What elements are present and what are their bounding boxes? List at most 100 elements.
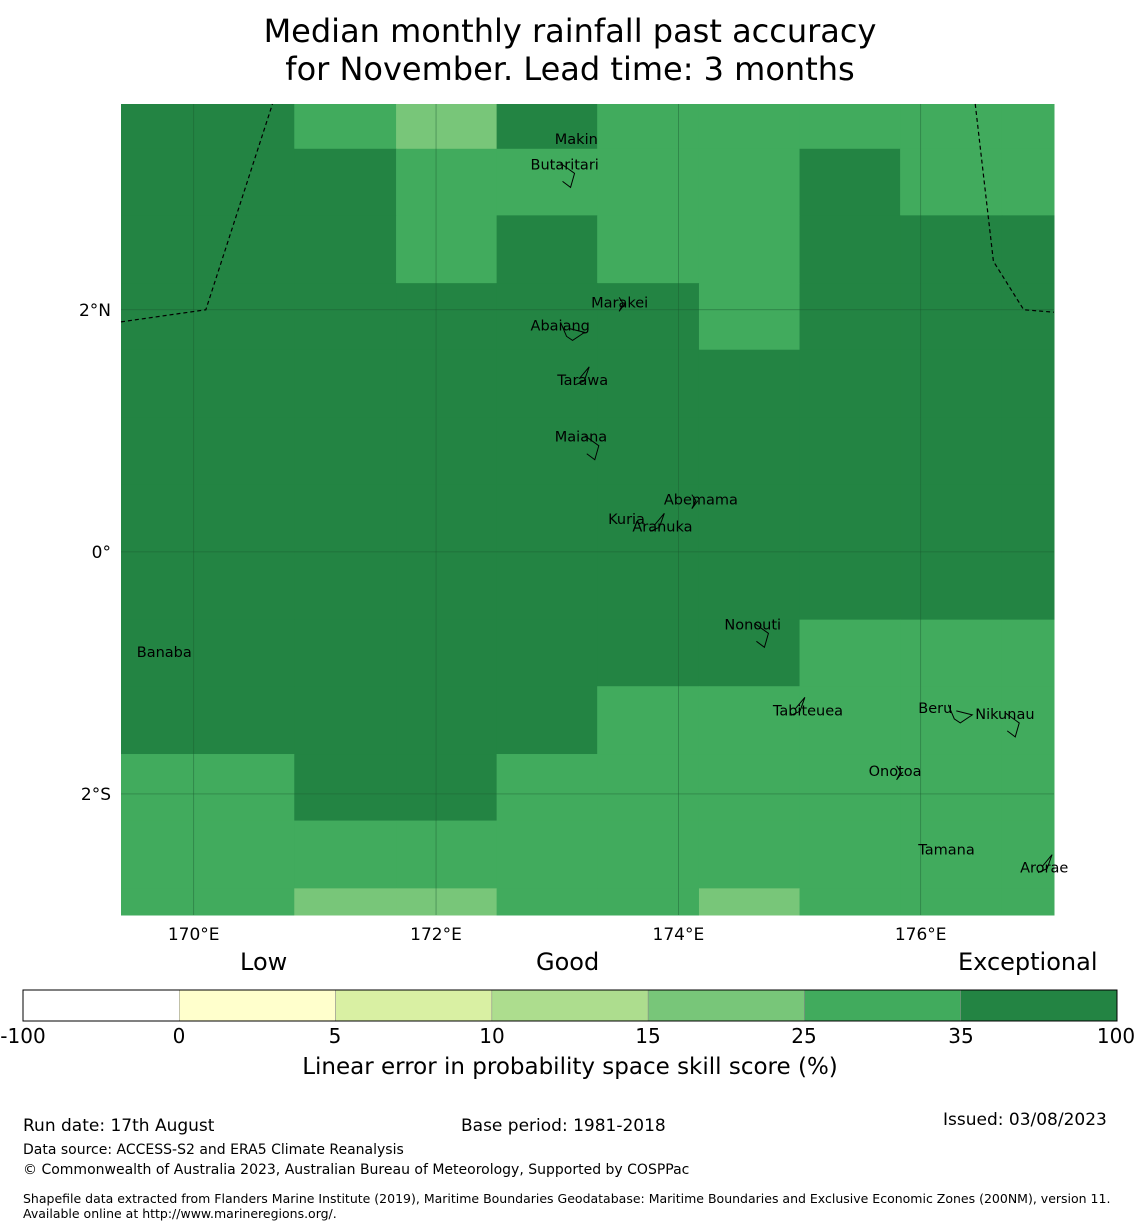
skill-cell	[900, 484, 1003, 553]
skill-cell	[597, 484, 700, 553]
skill-cell	[121, 104, 295, 150]
copyright: © Commonwealth of Australia 2023, Austra…	[23, 1162, 690, 1178]
colorbar-tick: -100	[0, 1024, 46, 1048]
skill-cell	[698, 888, 801, 916]
skill-cell	[1001, 417, 1055, 485]
skill-cell	[698, 148, 801, 216]
skill-cell	[698, 283, 801, 351]
colorbar-segment	[335, 989, 493, 1022]
skill-cell	[496, 820, 598, 889]
skill-cell	[396, 104, 498, 150]
island-outline	[1004, 712, 1020, 738]
colorbar-segment	[179, 989, 336, 1022]
skill-cell	[294, 148, 397, 216]
skill-cell	[1001, 349, 1055, 419]
island-outline	[584, 435, 600, 461]
lat-tick-label: 2°N	[79, 301, 111, 321]
skill-cell	[396, 888, 498, 916]
skill-cell	[294, 820, 397, 889]
category-good: Good	[536, 948, 600, 976]
lon-tick-label: 174°E	[653, 925, 705, 945]
skill-cell	[597, 104, 700, 150]
skill-cell	[294, 754, 397, 822]
skill-cell	[597, 551, 700, 621]
skill-cell	[597, 754, 700, 822]
skill-cell	[799, 417, 901, 485]
skill-cell	[900, 148, 1003, 216]
skill-cell	[900, 888, 1003, 916]
place-label: Marakei	[591, 295, 648, 311]
skill-cell	[900, 619, 1003, 687]
lat-tick-label: 2°S	[81, 785, 111, 805]
skill-cell	[496, 215, 598, 284]
colorbar-segment	[491, 989, 649, 1022]
skill-cell	[1001, 104, 1055, 150]
place-label: Tamana	[917, 842, 974, 858]
skill-cell	[799, 484, 901, 553]
skill-cell	[396, 754, 498, 822]
lon-tick-label: 176°E	[895, 925, 947, 945]
skill-cell	[396, 686, 498, 755]
skill-cell	[698, 551, 801, 621]
skill-cell	[294, 551, 397, 621]
skill-cell	[396, 619, 498, 687]
place-label: Tarawa	[556, 373, 608, 389]
skill-cell	[900, 104, 1003, 150]
island-outline	[618, 297, 626, 312]
skill-cell	[496, 417, 598, 485]
place-label: Kuria	[608, 512, 645, 528]
skill-cell	[1001, 484, 1055, 553]
skill-cell	[396, 148, 498, 216]
colorbar-segment	[960, 989, 1118, 1022]
data-source: Data source: ACCESS-S2 and ERA5 Climate …	[23, 1142, 404, 1158]
skill-cell	[121, 283, 295, 351]
skill-cell	[698, 215, 801, 284]
skill-cell	[121, 754, 295, 822]
eez-boundary-line	[120, 103, 274, 323]
skill-cell	[496, 349, 598, 419]
skill-cell	[396, 215, 498, 284]
skill-cell	[294, 283, 397, 351]
lat-tick-label: 0°	[92, 543, 111, 563]
skill-cell	[396, 551, 498, 621]
skill-cell	[698, 754, 801, 822]
skill-cell	[799, 349, 901, 419]
island-outline	[575, 366, 590, 386]
colorbar-tick: 100	[1096, 1024, 1136, 1048]
place-label: Butaritari	[531, 157, 599, 173]
skill-cell	[496, 148, 598, 216]
skill-cell	[900, 417, 1003, 485]
skill-cell	[496, 551, 598, 621]
skill-cell	[121, 349, 295, 419]
skill-cell	[799, 148, 901, 216]
skill-cell	[294, 215, 397, 284]
skill-cell	[121, 551, 295, 621]
category-exceptional: Exceptional	[958, 948, 1098, 976]
colorbar-segment	[22, 989, 180, 1022]
island-outline	[947, 704, 974, 724]
skill-cell	[396, 283, 498, 351]
skill-cell	[799, 686, 901, 755]
skill-cell	[121, 820, 295, 889]
skill-cell	[496, 619, 598, 687]
lon-tick-label: 170°E	[168, 925, 220, 945]
place-label: Aranuka	[632, 519, 692, 535]
skill-cell	[799, 619, 901, 687]
place-label: Onotoa	[869, 764, 922, 780]
lon-tick-label: 172°E	[410, 925, 462, 945]
place-label: Maiana	[555, 430, 607, 446]
skill-cell	[597, 283, 700, 351]
skill-cell	[597, 215, 700, 284]
skill-cell	[396, 417, 498, 485]
skill-cell	[496, 754, 598, 822]
base-period: Base period: 1981-2018	[461, 1116, 666, 1136]
skill-cell	[597, 686, 700, 755]
place-label: Beru	[918, 701, 952, 717]
place-label: Tabiteuea	[772, 703, 843, 719]
colorbar-tick: 10	[479, 1024, 505, 1048]
skill-cell	[496, 686, 598, 755]
skill-cell	[597, 417, 700, 485]
skill-cell	[496, 484, 598, 553]
skill-cell	[121, 888, 295, 916]
